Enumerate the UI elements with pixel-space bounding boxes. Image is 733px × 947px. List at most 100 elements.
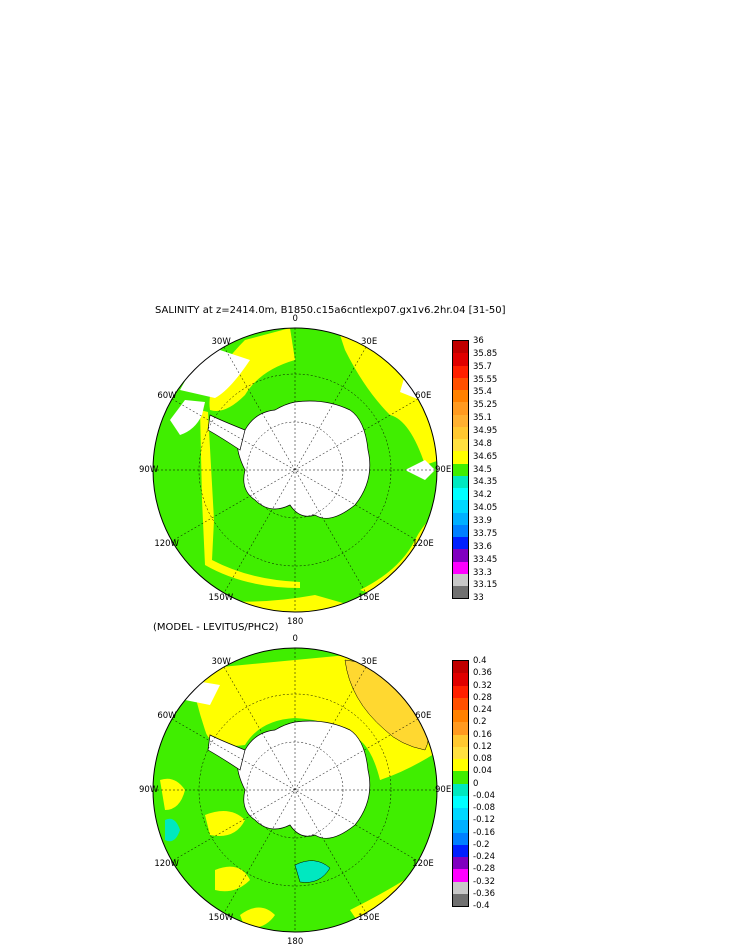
yellow-region: [205, 811, 245, 836]
colorbar-label: 0: [473, 778, 479, 789]
longitude-label: 30E: [361, 656, 378, 667]
colorbar-swatch: [453, 439, 468, 452]
longitude-label: 150W: [208, 593, 234, 604]
longitude-label: 150E: [358, 913, 380, 924]
longitude-label: 90W: [139, 465, 159, 475]
colorbar-swatch: [453, 561, 468, 574]
colorbar-label: 0.32: [473, 680, 492, 691]
colorbar-swatch: [453, 857, 468, 870]
cyan-region: [165, 818, 180, 842]
longitude-label: 90E: [435, 465, 452, 475]
colorbar-label: 35.4: [473, 387, 492, 398]
colorbar-swatch: [453, 697, 468, 710]
colorbar-label: 0.12: [473, 741, 492, 752]
colorbar-label: 33.45: [473, 554, 498, 565]
colorbar-swatch: [453, 820, 468, 833]
colorbar-swatch: [453, 500, 468, 513]
colorbar-swatch: [453, 414, 468, 427]
longitude-label: 180: [287, 937, 304, 947]
colorbar-swatch: [453, 512, 468, 525]
colorbar-swatch: [453, 463, 468, 476]
colorbar-swatch: [453, 377, 468, 390]
colorbar-label: 34.95: [473, 426, 498, 437]
longitude-label: 90W: [139, 785, 159, 795]
graticule: [153, 328, 437, 612]
colorbar-label: 0.04: [473, 766, 492, 777]
longitude-label: 120E: [412, 539, 434, 549]
longitude-label: 30E: [361, 336, 378, 347]
colorbar-swatch: [453, 451, 468, 464]
colorbar-label: 35.7: [473, 361, 492, 372]
colorbar-swatch: [453, 661, 468, 674]
colorbar-swatch: [453, 881, 468, 894]
colorbar-label: 34.5: [473, 464, 492, 475]
colorbar-label: -0.24: [473, 852, 495, 862]
map-border: [152, 647, 438, 933]
colorbar-label: -0.36: [473, 888, 495, 899]
colorbar-label: 34.8: [473, 438, 492, 449]
colorbar-label: 0.28: [473, 692, 492, 703]
colorbar-swatch: [453, 734, 468, 747]
longitude-label: 0: [292, 634, 298, 644]
colorbar-label: -0.28: [473, 864, 495, 875]
colorbar-label: 33.15: [473, 580, 498, 591]
antarctic-peninsula: [207, 734, 246, 771]
colorbar-label: 0.2: [473, 717, 487, 728]
colorbar-swatch: [453, 673, 468, 686]
colorbar-swatch: [453, 524, 468, 537]
colorbar-label: 0.4: [473, 656, 487, 666]
longitude-label: 120W: [154, 539, 179, 549]
map-border: [152, 327, 438, 613]
colorbar-label: 33.3: [473, 567, 492, 578]
colorbar-label: 0.36: [473, 668, 492, 679]
colorbar-label: 0.24: [473, 705, 492, 715]
colorbar-label: 33.75: [473, 528, 498, 539]
colorbar-swatch: [453, 685, 468, 698]
longitude-label: 180: [287, 617, 304, 627]
colorbar-swatch: [453, 844, 468, 857]
antarctic-peninsula: [207, 414, 246, 451]
colorbar-swatch: [453, 353, 468, 366]
yellow-region: [240, 907, 275, 929]
colorbar-label: 35.25: [473, 400, 498, 411]
colorbar-label: 33.6: [473, 541, 492, 552]
colorbar-swatch: [453, 488, 468, 501]
difference-subtitle: (MODEL - LEVITUS/PHC2): [153, 622, 279, 633]
colorbar-swatch: [453, 783, 468, 796]
colorbar-swatch: [453, 869, 468, 882]
colorbar-label: 0.16: [473, 729, 492, 740]
salinity-map: [152, 327, 438, 613]
colorbar-swatch: [453, 746, 468, 759]
colorbar-label: 34.05: [473, 503, 498, 514]
colorbar-swatch: [453, 537, 468, 550]
colorbar-swatch: [453, 586, 468, 599]
longitude-label: 120W: [154, 859, 179, 869]
colorbar-label: 35.55: [473, 374, 498, 385]
colorbar-label: 34.65: [473, 451, 498, 462]
colorbar-label: 35.85: [473, 348, 498, 359]
colorbar-swatch: [453, 771, 468, 784]
longitude-label: 30W: [211, 656, 231, 667]
longitude-label: 30W: [211, 336, 231, 347]
colorbar-swatch: [453, 365, 468, 378]
land-mask: [405, 460, 435, 480]
longitude-label: 90E: [435, 785, 452, 795]
colorbar-swatch: [453, 573, 468, 586]
colorbar-swatch: [453, 549, 468, 562]
antarctica: [237, 720, 371, 839]
colorbar-label: -0.16: [473, 827, 495, 838]
colorbar-label: 36: [473, 336, 484, 346]
colorbar-label: -0.04: [473, 790, 495, 801]
colorbar-swatch: [453, 402, 468, 415]
colorbar-swatch: [453, 893, 468, 906]
colorbar-swatch: [453, 475, 468, 488]
colorbar-swatch: [453, 390, 468, 403]
land-mask: [180, 345, 250, 398]
colorbar-swatch: [453, 795, 468, 808]
colorbar-swatch: [453, 808, 468, 821]
difference-map: [152, 647, 438, 933]
longitude-label: 150E: [358, 593, 380, 604]
land-mask: [170, 400, 205, 435]
cyan-region: [294, 860, 331, 883]
longitude-label: 0: [292, 314, 298, 324]
